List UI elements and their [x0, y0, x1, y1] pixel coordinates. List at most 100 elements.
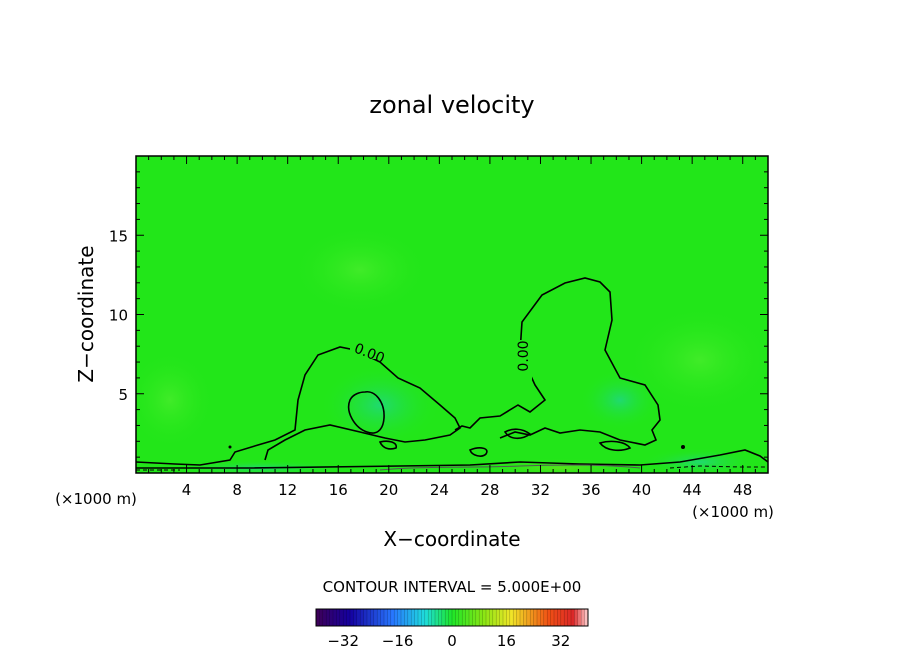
- x-tick-label: 20: [379, 481, 398, 499]
- colorbar-cell: [418, 609, 422, 626]
- colorbar-cell: [577, 609, 582, 626]
- colorbar-cell: [520, 609, 524, 626]
- colorbar-cell: [469, 609, 473, 626]
- colorbar-cell: [550, 609, 555, 626]
- colorbar-cell: [384, 609, 388, 626]
- colorbar-cell: [537, 609, 541, 626]
- colorbar-cell: [319, 609, 324, 626]
- x-unit-left: (×1000 m): [55, 490, 137, 508]
- colorbar-cell: [455, 609, 460, 626]
- colorbar-cell: [448, 609, 453, 626]
- x-tick-label: 24: [430, 481, 449, 499]
- colorbar-cell: [472, 609, 477, 626]
- colorbar-cell: [336, 609, 341, 626]
- field-patch: [320, 365, 440, 445]
- colorbar-cell: [482, 609, 487, 626]
- colorbar-cell: [523, 609, 528, 626]
- contour-line-right-cell: [454, 277, 661, 446]
- colorbar-cell: [499, 609, 504, 626]
- colorbar-cell: [316, 609, 320, 626]
- colorbar-cell: [543, 609, 548, 626]
- x-tick-label: 16: [329, 481, 348, 499]
- colorbar-cell: [567, 609, 572, 626]
- contour-label-bg: [350, 345, 386, 359]
- colorbar-cell: [424, 609, 429, 626]
- colorbar-cell: [356, 609, 361, 626]
- colorbar-cell: [554, 609, 558, 626]
- colorbar-cell: [346, 609, 351, 626]
- colorbar-cell: [509, 609, 514, 626]
- colorbar-cell: [421, 609, 426, 626]
- contour-line-blob: [598, 440, 632, 452]
- colorbar-cell: [581, 609, 586, 626]
- field-patch: [625, 305, 768, 415]
- y-axis-label: Z−coordinate: [74, 245, 98, 382]
- colorbar-cell: [540, 609, 545, 626]
- colorbar: [315, 608, 589, 627]
- contour-line-faint: [379, 464, 641, 471]
- colorbar-ticks: −32 −16 0 16 32: [327, 632, 570, 650]
- x-tick-label: 4: [182, 481, 192, 499]
- colorbar-frame: [315, 608, 589, 627]
- field-patch: [470, 458, 650, 473]
- colorbar-cell: [333, 609, 337, 626]
- contour-line-blob: [378, 440, 398, 450]
- colorbar-cell: [547, 609, 552, 626]
- colorbar-cell: [584, 609, 589, 626]
- contour-line-dashed: [669, 465, 768, 469]
- contour-line-blob: [469, 447, 488, 457]
- colorbar-cell: [394, 609, 399, 626]
- colorbar-cell: [465, 609, 470, 626]
- colorbar-cell: [363, 609, 368, 626]
- chart-title: zonal velocity: [369, 91, 534, 119]
- velocity-field: [136, 225, 768, 473]
- y-tick-label: 10: [109, 307, 128, 325]
- colorbar-cell: [377, 609, 382, 626]
- colorbar-cell: [496, 609, 501, 626]
- colorbar-cell: [462, 609, 467, 626]
- x-unit-right: (×1000 m): [692, 503, 774, 521]
- colorbar-cell: [560, 609, 565, 626]
- colorbar-cell: [458, 609, 463, 626]
- colorbar-cell: [489, 609, 494, 626]
- contour-interval-label: CONTOUR INTERVAL = 5.000E+00: [323, 578, 582, 596]
- colorbar-cell: [428, 609, 433, 626]
- colorbar-cell: [557, 609, 562, 626]
- y-tick-label: 5: [118, 386, 128, 404]
- x-tick-label: 48: [733, 481, 752, 499]
- colorbar-cell: [452, 609, 456, 626]
- colorbar-tick-label: 0: [447, 632, 457, 650]
- colorbar-cell: [479, 609, 484, 626]
- colorbar-cell: [435, 609, 439, 626]
- colorbar-tick-label: −16: [382, 632, 414, 650]
- contour-label: 0.00: [516, 340, 532, 371]
- contour-dot: [681, 445, 685, 449]
- colorbar-cell: [404, 609, 409, 626]
- contour-dot: [228, 445, 232, 449]
- x-tick-label: 32: [531, 481, 550, 499]
- colorbar-cell: [373, 609, 378, 626]
- colorbar-cell: [387, 609, 392, 626]
- colorbar-cell: [564, 609, 569, 626]
- colorbar-cell: [367, 609, 371, 626]
- x-tick-label: 40: [632, 481, 651, 499]
- colorbar-cell: [414, 609, 419, 626]
- colorbar-cell: [360, 609, 365, 626]
- colorbar-cell: [516, 609, 521, 626]
- colorbar-cell: [475, 609, 480, 626]
- x-tick-label: 8: [232, 481, 242, 499]
- y-axis: 5 10 15: [109, 171, 768, 458]
- contour-lines-negative: [136, 465, 768, 471]
- colorbar-cell: [441, 609, 446, 626]
- colorbar-cell: [326, 609, 331, 626]
- colorbar-cell: [431, 609, 436, 626]
- field-patch: [136, 350, 215, 450]
- colorbar-cell: [350, 609, 354, 626]
- x-tick-label: 12: [278, 481, 297, 499]
- colorbar-cell: [397, 609, 402, 626]
- colorbar-cell: [571, 609, 575, 626]
- colorbar-cell: [407, 609, 412, 626]
- contour-line-inner-loop: [348, 391, 385, 434]
- colorbar-cell: [390, 609, 395, 626]
